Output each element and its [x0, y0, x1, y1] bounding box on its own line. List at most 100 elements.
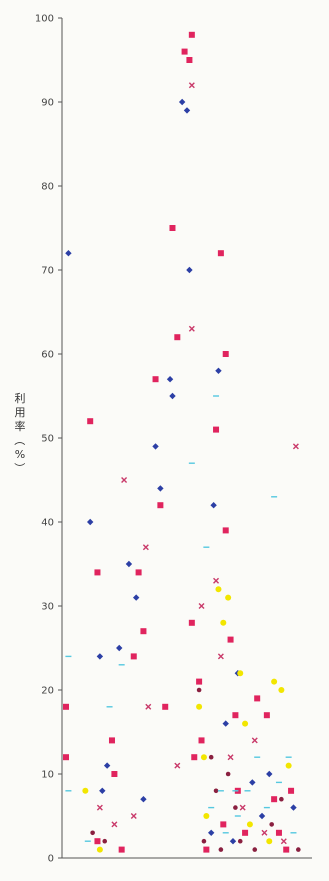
data-point	[218, 847, 224, 852]
data-point	[266, 770, 273, 778]
data-point	[239, 804, 246, 811]
y-axis-label-char: 率	[15, 419, 26, 433]
data-point	[90, 830, 95, 836]
data-point	[296, 847, 301, 852]
data-point	[157, 485, 164, 492]
data-point	[278, 687, 285, 693]
data-point	[186, 57, 193, 63]
data-point	[210, 502, 217, 509]
data-point	[232, 712, 239, 719]
y-tick-label: 50	[41, 434, 54, 445]
data-point	[162, 703, 169, 710]
y-tick-label: 100	[35, 14, 54, 25]
data-point	[121, 477, 128, 483]
y-tick-label: 0	[48, 854, 54, 865]
data-point	[203, 813, 210, 819]
data-point	[275, 829, 282, 836]
data-point	[285, 762, 292, 769]
data-point	[145, 703, 152, 710]
series-x	[96, 82, 299, 845]
data-point	[220, 821, 227, 828]
y-tick-label: 30	[41, 602, 54, 613]
data-point	[188, 325, 195, 332]
data-point	[222, 527, 229, 534]
y-axis-label-char: ）	[13, 463, 26, 474]
y-axis-label-char: 用	[15, 406, 26, 419]
data-point	[208, 754, 214, 760]
y-tick-label: 20	[41, 686, 54, 697]
series-diamond	[65, 98, 297, 845]
data-point	[99, 787, 106, 794]
data-point	[152, 443, 159, 450]
data-point	[200, 754, 207, 761]
data-point	[263, 712, 270, 719]
data-point	[213, 788, 219, 794]
data-point	[252, 847, 258, 852]
data-point	[103, 762, 111, 769]
data-point	[217, 250, 224, 257]
data-point	[63, 703, 69, 710]
data-point	[233, 805, 238, 810]
data-point	[280, 838, 287, 845]
data-point	[271, 678, 278, 685]
data-point	[213, 577, 220, 584]
y-tick-label: 40	[41, 518, 54, 529]
chart-axes	[61, 18, 312, 859]
data-point	[152, 376, 159, 383]
y-axis-label-char: %	[15, 448, 25, 461]
data-point	[208, 829, 215, 836]
data-point	[96, 804, 103, 811]
data-point	[183, 107, 191, 114]
y-axis-label: 利用率 （% ）	[13, 392, 26, 474]
data-point	[108, 737, 115, 744]
data-point	[201, 838, 207, 844]
data-point	[169, 392, 176, 400]
data-point	[242, 720, 249, 727]
data-point	[222, 720, 229, 727]
data-point	[111, 821, 118, 828]
y-axis-label-char: 利	[15, 392, 26, 405]
data-point	[125, 560, 133, 568]
data-point	[102, 838, 108, 844]
data-point	[225, 594, 232, 601]
data-point	[94, 838, 101, 845]
data-point	[94, 569, 101, 576]
data-point	[271, 796, 278, 803]
data-point	[242, 829, 249, 836]
data-point	[140, 796, 147, 803]
data-point	[220, 619, 227, 626]
data-point	[111, 771, 118, 777]
data-point	[82, 787, 89, 794]
data-point	[157, 502, 164, 509]
data-point	[292, 443, 299, 450]
data-point	[142, 544, 149, 551]
series-circle	[82, 586, 292, 853]
data-point	[215, 367, 222, 374]
data-point	[258, 812, 266, 820]
data-point	[283, 846, 290, 853]
series-square	[63, 31, 295, 853]
data-point	[249, 779, 256, 786]
data-point	[225, 771, 231, 777]
data-point	[140, 628, 147, 635]
data-point	[196, 703, 203, 710]
data-point	[65, 250, 72, 257]
data-point	[237, 838, 243, 844]
data-point	[174, 334, 181, 341]
data-point	[166, 376, 174, 383]
data-marks	[63, 31, 301, 853]
data-point	[215, 586, 222, 593]
data-point	[135, 569, 142, 576]
data-point	[186, 266, 193, 274]
data-point	[198, 603, 205, 609]
y-tick-label: 90	[41, 98, 54, 109]
data-point	[269, 822, 275, 827]
y-axis-label-char: （	[13, 435, 26, 446]
data-point	[130, 813, 137, 819]
data-point	[96, 846, 103, 853]
data-point	[237, 670, 244, 677]
data-point	[227, 754, 234, 761]
data-point	[290, 804, 297, 811]
data-point	[188, 82, 195, 89]
